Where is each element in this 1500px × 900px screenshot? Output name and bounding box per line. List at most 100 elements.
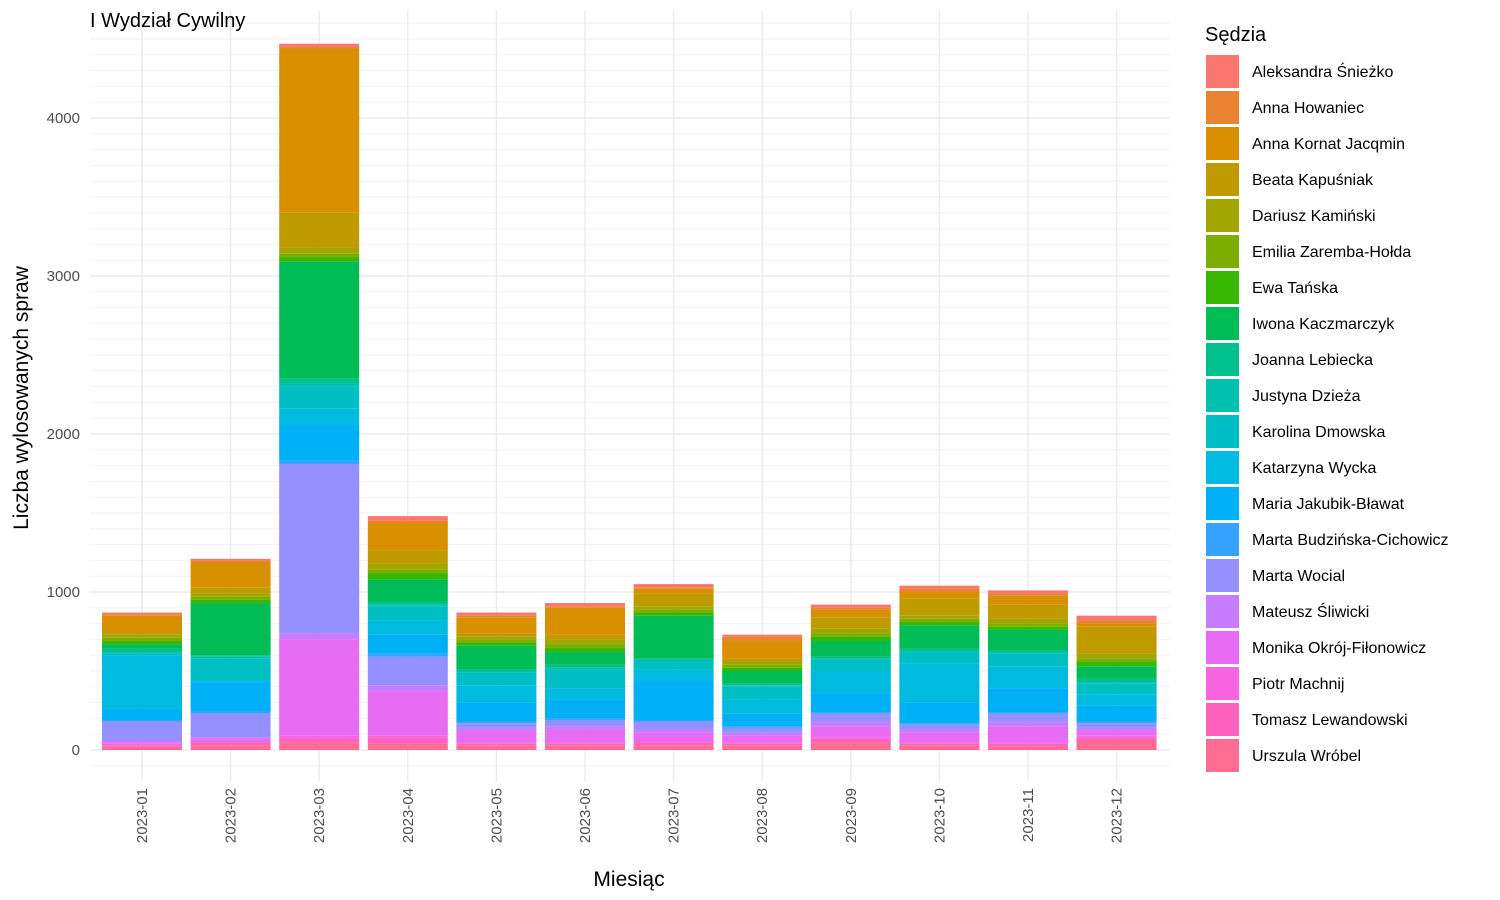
x-tick-label: 2023-04 <box>400 788 417 843</box>
bar-segment <box>1076 620 1157 624</box>
bar-segment <box>279 48 360 213</box>
bar-segment <box>810 693 891 713</box>
bar-segment <box>545 667 625 670</box>
legend-key <box>1206 91 1239 124</box>
bar-segment <box>102 614 182 616</box>
bar-segment <box>456 669 537 671</box>
bar-segment <box>722 686 803 700</box>
bar-segment <box>1076 626 1157 654</box>
legend-key <box>1206 199 1239 232</box>
x-tick-label: 2023-11 <box>1020 788 1037 842</box>
bar-segment <box>190 561 271 588</box>
bar-segment <box>722 671 803 684</box>
legend-key <box>1206 487 1239 520</box>
bar-segment <box>988 742 1068 744</box>
legend: Sędzia Aleksandra Śnieżko Anna Howaniec An… <box>1205 24 1449 772</box>
legend-label: Dariusz Kamiński <box>1252 208 1376 225</box>
bar-segment <box>633 659 714 662</box>
bar-segment <box>279 424 360 461</box>
bar-segment <box>190 742 271 746</box>
bar-segment <box>102 640 182 645</box>
legend-key <box>1206 451 1239 484</box>
bar-segment <box>988 623 1068 627</box>
bar-segment <box>545 699 625 719</box>
legend-item: Iwona Kaczmarczyk <box>1206 307 1395 340</box>
bar-segment <box>456 642 537 646</box>
legend-label: Monika Okrój-Fiłonowicz <box>1252 640 1426 657</box>
x-tick-label: 2023-02 <box>223 788 240 843</box>
bar-segment <box>279 257 360 262</box>
bar-segment <box>190 680 271 683</box>
bar-segment <box>633 742 714 746</box>
bar-stack-2023-05 <box>456 612 537 750</box>
bar-segment <box>545 639 625 645</box>
bar-segment <box>190 558 271 561</box>
bar-segment <box>190 655 271 657</box>
bar-segment <box>899 724 980 730</box>
bar-segment <box>102 634 182 638</box>
legend-item: Mateusz Śliwicki <box>1206 595 1369 628</box>
bar-stack-2023-06 <box>545 603 625 750</box>
bar-segment <box>279 253 360 258</box>
bar-segment <box>810 636 891 641</box>
bar-stack-2023-09 <box>810 604 891 750</box>
bar-segment <box>633 729 714 733</box>
legend-label: Marta Wocial <box>1252 568 1345 585</box>
bar-segment <box>810 738 891 743</box>
bar-segment <box>633 658 714 660</box>
bar-segment <box>1076 694 1157 706</box>
bar-segment <box>367 601 448 605</box>
bar-segment <box>102 746 182 750</box>
bar-segment <box>899 648 980 651</box>
bar-segment <box>899 618 980 623</box>
bar-segment <box>988 653 1068 667</box>
bar-segment <box>988 713 1068 722</box>
legend-key <box>1206 55 1239 88</box>
bar-segment <box>545 745 625 750</box>
bar-segment <box>367 634 448 654</box>
bar-segment <box>633 661 714 670</box>
bar-segment <box>1076 615 1157 621</box>
bar-segment <box>545 652 625 665</box>
bar-segment <box>367 691 448 736</box>
bar-segment <box>545 726 625 730</box>
bar-segment <box>456 636 537 640</box>
legend-item: Beata Kapuśniak <box>1206 163 1374 196</box>
bar-segment <box>899 592 980 599</box>
bar-segment <box>456 612 537 616</box>
bar-segment <box>279 735 360 739</box>
bar-segment <box>899 615 980 619</box>
bar-segment <box>190 745 271 750</box>
bar-segment <box>367 735 448 738</box>
bar-segment <box>367 550 448 564</box>
legend-item: Aleksandra Śnieżko <box>1206 55 1394 88</box>
bar-segment <box>722 640 803 659</box>
bar-segment <box>545 664 625 668</box>
y-axis-title: Liczba wylosowanych spraw <box>10 265 33 530</box>
bar-stack-2023-03 <box>279 43 360 750</box>
bar-segment <box>279 383 360 387</box>
legend-key <box>1206 307 1239 340</box>
bar-segment <box>633 719 714 722</box>
bar-segment <box>633 669 714 681</box>
x-tick-label: 2023-08 <box>754 788 771 843</box>
bar-segment <box>1076 658 1157 662</box>
bar-segment <box>367 737 448 744</box>
bar-stack-2023-12 <box>1076 615 1157 750</box>
bar-segment <box>1076 661 1157 667</box>
legend-item: Monika Okrój-Fiłonowicz <box>1206 631 1426 664</box>
bar-segment <box>190 560 271 562</box>
bar-segment <box>367 520 448 523</box>
bar-segment <box>102 652 182 654</box>
bar-stack-2023-08 <box>722 634 803 750</box>
bar-segment <box>102 742 182 744</box>
bar-segment <box>988 626 1068 630</box>
bar-segment <box>102 631 182 635</box>
bar-segment <box>1076 731 1157 736</box>
bar-segment <box>545 688 625 700</box>
bar-segment <box>367 743 448 750</box>
bar-segment <box>1076 683 1157 695</box>
bar-segment <box>279 738 360 743</box>
bar-segment <box>810 721 891 727</box>
